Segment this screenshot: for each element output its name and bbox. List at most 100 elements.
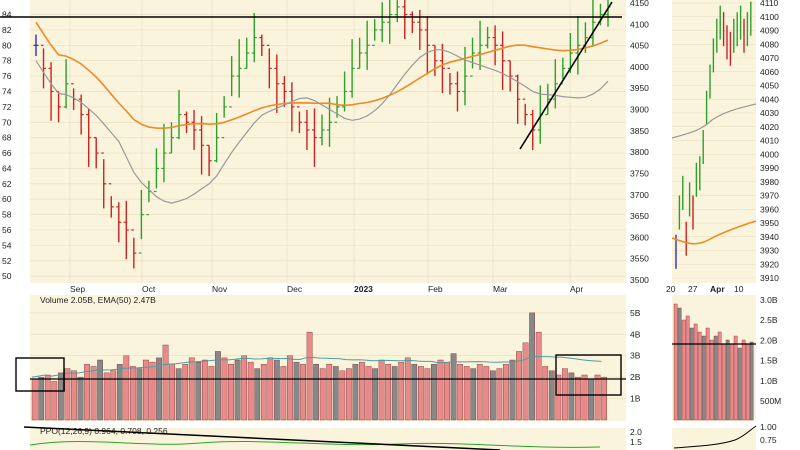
volume-ema-line (31, 355, 602, 378)
volume-bar (201, 359, 208, 421)
inset-tick-label: 4030 (760, 108, 779, 118)
volume-bar (247, 361, 254, 421)
volume-bar (169, 364, 175, 421)
volume-bar (116, 364, 123, 421)
volume-bar (555, 374, 562, 421)
inset-tick-label: 4040 (760, 94, 779, 104)
left-tick-label: 52 (2, 256, 12, 266)
right-tick-label: 3650 (630, 211, 649, 221)
left-tick-label: 70 (2, 117, 12, 127)
inset-sma-long-line (671, 220, 757, 245)
left-tick-label: 58 (2, 210, 12, 220)
left-tick-label: 84 (2, 10, 12, 20)
inset-volume-bar (729, 343, 734, 421)
volume-bar (601, 376, 607, 421)
left-tick-label: 64 (2, 163, 12, 173)
inset-volume-bar (689, 327, 694, 421)
volume-title: Volume 2.05B, EMA(50) 2.47B (40, 295, 156, 305)
volume-bar (516, 351, 522, 421)
inset-volume-bar (713, 335, 718, 421)
inset-volume-bar (709, 339, 714, 421)
volume-bar (300, 364, 306, 421)
inset-volume-bar (681, 319, 686, 421)
volume-bar (188, 357, 195, 421)
inset-volume-bar (741, 339, 746, 421)
inset-tick-label: 3920 (760, 259, 779, 269)
volume-bar (162, 344, 169, 421)
sma-short-line (35, 49, 609, 204)
inset-indicator-line (673, 425, 757, 449)
volume-bar (385, 364, 392, 421)
volume-bar (509, 359, 516, 421)
inset-grid (672, 2, 756, 279)
volume-bar (38, 376, 45, 421)
volume-bar (51, 381, 58, 421)
volume-bar (365, 366, 372, 421)
volume-bar (228, 364, 234, 421)
volume-bar (31, 379, 38, 421)
left-tick-label: 60 (2, 194, 12, 204)
right-tick-label: 3600 (630, 232, 649, 242)
right-tick-label: 3950 (630, 83, 649, 93)
inset-tick-label: 3930 (760, 246, 779, 256)
sma-long-line (35, 21, 609, 130)
volume-bar (313, 364, 320, 421)
right-tick-label: 4150 (630, 0, 649, 8)
volume-bar (503, 364, 509, 421)
indicator-axis: 2.01.5 (630, 427, 642, 447)
inset-volume-bar (673, 303, 678, 421)
volume-bar (319, 368, 326, 421)
inset-volume-bar (697, 331, 702, 421)
volume-bar (561, 368, 568, 421)
left-tick-label: 82 (2, 25, 12, 35)
volume-bar (136, 368, 143, 421)
volume-bar (143, 359, 149, 421)
left-tick-label: 66 (2, 148, 12, 158)
left-tick-label: 54 (2, 240, 12, 250)
inset-volume-tick-label: 500M (760, 396, 781, 406)
x-tick-label: Mar (493, 284, 508, 294)
inset-price-bars (675, 1, 752, 269)
volume-bar (57, 372, 64, 421)
inset-volume-tick-label: 1.0B (760, 376, 778, 386)
volume-bar (404, 357, 411, 421)
volume-bar (424, 368, 431, 421)
left-tick-label: 80 (2, 40, 12, 50)
inset-volume-tick-label: 1.5B (760, 356, 778, 366)
volume-bar (339, 370, 346, 421)
volume-bar (287, 355, 293, 421)
right-axis: 4150 4100 4050 4000 3950 3900 3850 3800 3750 3700… (630, 0, 649, 285)
volume-bar (306, 331, 313, 421)
inset-x-tick-label: Apr (710, 284, 725, 294)
volume-bar (372, 368, 378, 421)
volume-bar (64, 368, 71, 421)
inset-volume-bar (677, 307, 682, 421)
inset-x-axis-labels: 20 27 Apr 10 (666, 284, 744, 294)
volume-bar (103, 372, 110, 421)
trend-line (519, 1, 613, 150)
volume-right-axis: 5B 4B 3B 2B 1B (630, 308, 641, 404)
volume-bar (398, 361, 405, 421)
volume-bar (417, 366, 424, 421)
volume-bar (352, 364, 359, 421)
left-tick-label: 56 (2, 225, 12, 235)
volume-tick-label: 5B (630, 308, 641, 318)
inset-tick-label: 4060 (760, 67, 779, 77)
volume-bar (431, 364, 437, 421)
inset-indicator-panel (672, 428, 756, 450)
x-axis-labels: Sep Oct Nov Dec 2023 Feb Mar Apr (70, 284, 583, 294)
indicator-trend-line (23, 426, 501, 450)
inset-volume-bar (745, 343, 750, 421)
left-tick-label: 76 (2, 71, 12, 81)
inset-tick-label: 3950 (760, 218, 779, 228)
inset-volume-bar (749, 341, 754, 421)
volume-bar (84, 364, 90, 421)
inset-volume-bar (725, 339, 730, 421)
inset-volume-bar (737, 347, 742, 421)
inset-x-tick-label: 10 (734, 284, 744, 294)
inset-volume-tick-label: 3.0B (760, 295, 778, 305)
volume-highlight-left (15, 357, 65, 392)
left-tick-label: 50 (2, 271, 12, 281)
volume-bar (293, 361, 300, 421)
volume-bar (175, 368, 182, 421)
